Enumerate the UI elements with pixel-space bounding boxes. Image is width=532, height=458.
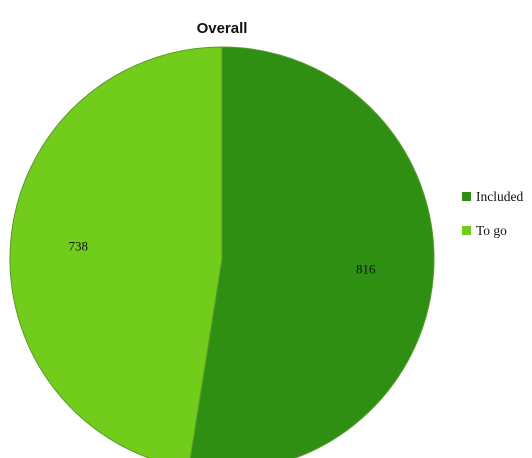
- legend-swatch-to-go: [462, 226, 471, 235]
- data-label-to-go: 738: [69, 239, 89, 254]
- pie-slice-included: [189, 46, 435, 458]
- data-label-included: 816: [356, 261, 376, 276]
- legend-label-to-go: To go: [476, 223, 507, 238]
- pie-slices: [9, 46, 435, 458]
- chart-title: Overall: [197, 20, 248, 37]
- pie-data-labels: 816 738: [69, 239, 376, 277]
- pie-slice-to-go: [9, 46, 223, 458]
- legend-swatch-included: [462, 192, 471, 201]
- legend-label-included: Included: [476, 189, 523, 204]
- legend: Included To go: [462, 189, 523, 238]
